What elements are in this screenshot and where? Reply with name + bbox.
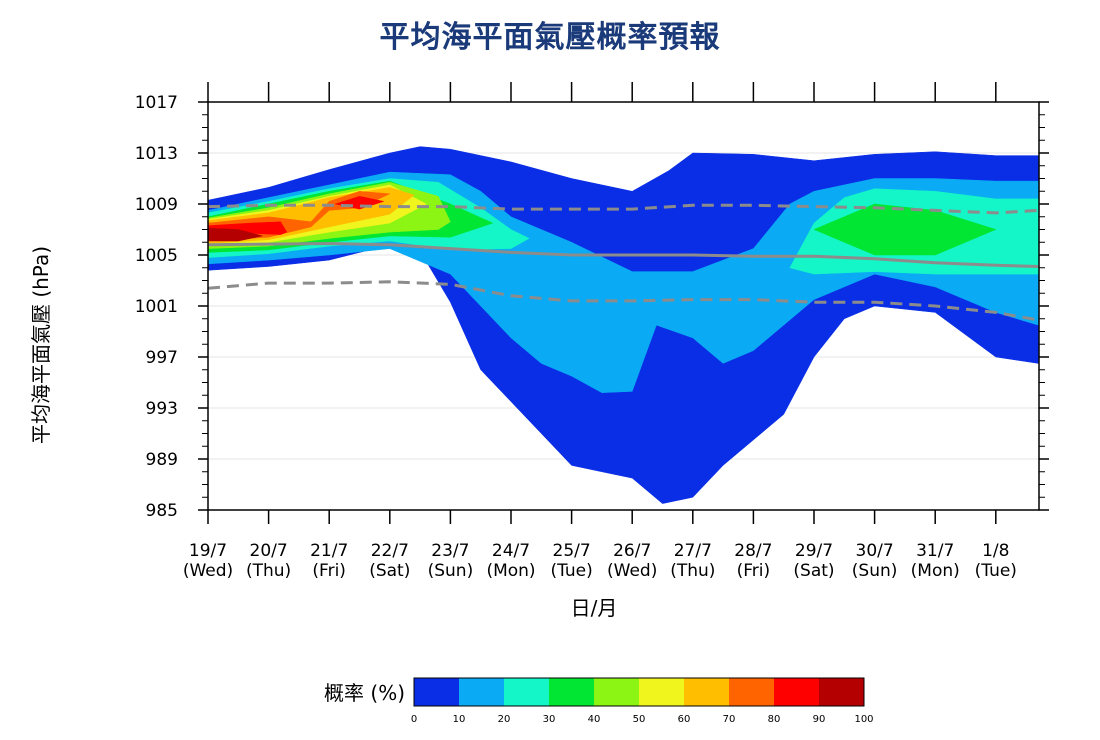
x-tick-date: 26/7 [613,541,651,561]
colorbar-tick-label: 70 [723,714,736,725]
colorbar-tick-label: 50 [633,714,646,725]
y-tick-label: 985 [146,501,178,521]
x-tick-date: 22/7 [371,541,409,561]
y-tick-label: 989 [146,450,178,470]
probability-band-30 [813,203,997,256]
colorbar-legend: 概率 (%) 0 10 20 30 40 50 60 70 80 90 100 [324,677,874,725]
y-tick-label: 1001 [135,297,178,317]
x-tick-date: 21/7 [310,541,348,561]
y-tick-label: 1009 [135,195,178,215]
colorbar-tick-label: 30 [543,714,556,725]
colorbar-swatch [819,678,864,706]
colorbar-swatch [459,678,504,706]
x-tick-date: 30/7 [856,541,894,561]
median-line [208,241,1039,268]
colorbar-swatch [729,678,774,706]
chart-title: 平均海平面氣壓概率預報 [379,20,721,55]
x-tick-weekday: (Mon) [486,561,535,581]
x-tick-weekday: (Fri) [737,561,771,581]
colorbar-title: 概率 (%) [324,681,405,705]
probability-bands [208,146,1039,504]
x-tick-date: 27/7 [674,541,712,561]
x-tick-weekday: (Thu) [670,561,715,581]
axis-ticks: 9859899939971001100510091013101719/7(Wed… [135,82,1049,581]
x-tick-date: 24/7 [492,541,530,561]
x-tick-weekday: (Wed) [607,561,657,581]
colorbar-swatch [504,678,549,706]
colorbar-tick-label: 90 [813,714,826,725]
x-tick-weekday: (Fri) [312,561,346,581]
colorbar-tick-label: 10 [453,714,466,725]
y-tick-label: 993 [146,399,178,419]
x-tick-date: 1/8 [982,541,1009,561]
colorbar-swatch [774,678,819,706]
x-tick-date: 19/7 [189,541,227,561]
x-tick-date: 31/7 [916,541,954,561]
colorbar-tick-label: 40 [588,714,601,725]
x-tick-weekday: (Thu) [246,561,291,581]
colorbar-tick-label: 60 [678,714,691,725]
x-tick-date: 23/7 [431,541,469,561]
colorbar-tick-label: 0 [411,714,417,725]
x-tick-weekday: (Sun) [428,561,474,581]
x-tick-weekday: (Tue) [975,561,1017,581]
y-tick-label: 1005 [135,246,178,266]
x-tick-date: 25/7 [553,541,591,561]
probability-band-10 [523,299,542,313]
x-tick-weekday: (Sat) [793,561,834,581]
x-tick-weekday: (Tue) [550,561,592,581]
colorbar-tick-label: 80 [768,714,781,725]
x-tick-weekday: (Sun) [852,561,898,581]
colorbar-tick-label: 20 [498,714,511,725]
percentile-lines [208,203,1039,322]
x-tick-weekday: (Wed) [183,561,233,581]
x-tick-weekday: (Sat) [369,561,410,581]
colorbar-swatch [684,678,729,706]
colorbar-swatch [639,678,684,706]
colorbar-swatch [594,678,639,706]
x-tick-date: 29/7 [795,541,833,561]
x-tick-date: 20/7 [250,541,288,561]
y-tick-label: 1017 [135,93,178,113]
x-axis-title: 日/月 [571,596,618,620]
probability-band-90 [208,227,263,242]
lower-percentile-line [208,280,1039,322]
colorbar-tick-label: 100 [854,714,873,725]
y-tick-label: 1013 [135,144,178,164]
y-tick-label: 997 [146,348,178,368]
colorbar-frame [413,677,865,707]
y-axis-title: 平均海平面氣壓 (hPa) [29,246,53,444]
x-tick-weekday: (Mon) [911,561,960,581]
colorbar-swatch [414,678,459,706]
upper-percentile-line [208,203,1039,215]
colorbar-swatch [549,678,594,706]
x-tick-date: 28/7 [734,541,772,561]
